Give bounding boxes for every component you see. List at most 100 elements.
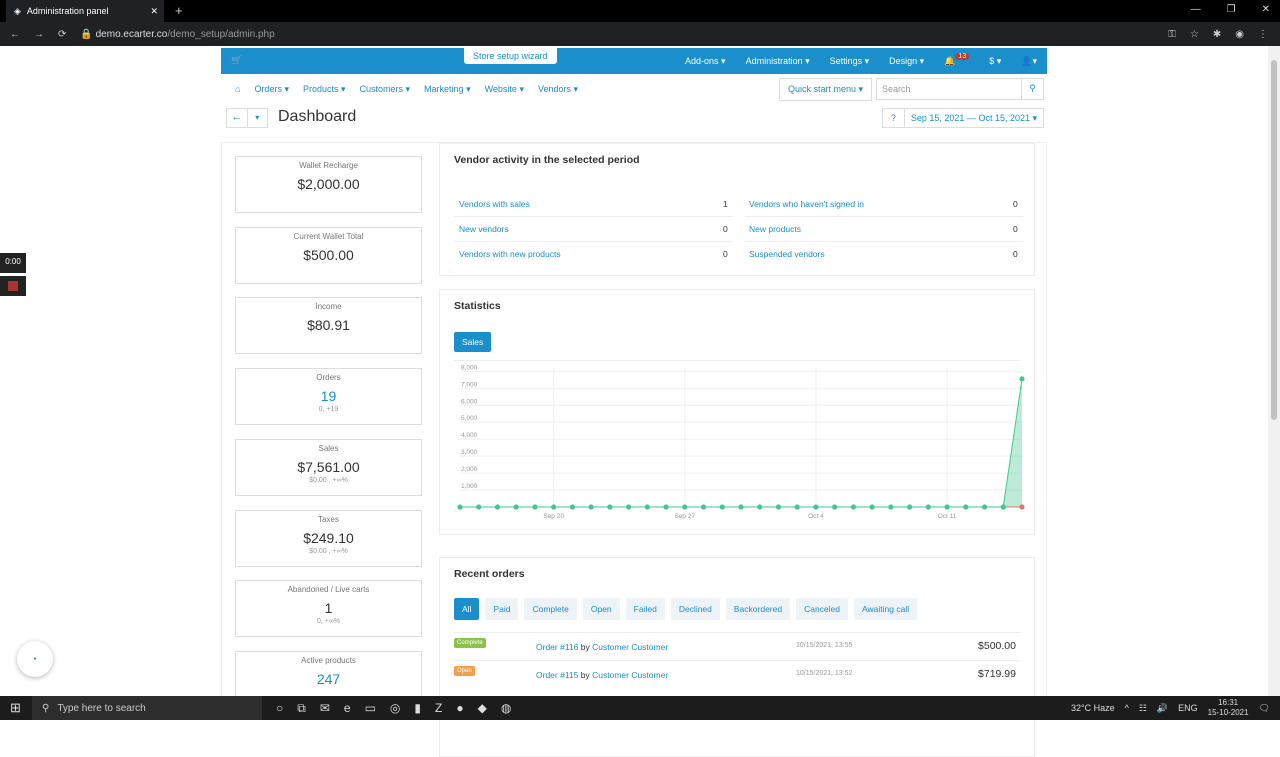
stat-value: 1 [324, 600, 333, 617]
order-filter-tab[interactable]: Canceled [796, 598, 849, 620]
order-filter-tab[interactable]: Paid [485, 598, 519, 620]
currency-menu[interactable]: $ ▾ [989, 56, 1002, 66]
notifications-button[interactable]: 🔔 13 [944, 53, 970, 67]
order-filter-tab[interactable]: All [454, 598, 480, 620]
menu-website[interactable]: Website ▾ [484, 83, 524, 94]
back-icon[interactable]: ← [10, 28, 20, 40]
vscode-icon[interactable]: ◆ [477, 700, 487, 715]
stat-sub: 0, +∞% [316, 618, 341, 626]
menu-design[interactable]: Design ▾ [889, 56, 925, 66]
bell-icon: 🔔 [944, 56, 956, 66]
minimize-button[interactable]: — [1190, 4, 1201, 15]
vendor-stat-value: 0 [1013, 249, 1018, 259]
sales-tab[interactable]: Sales [454, 332, 492, 352]
menu-vendors[interactable]: Vendors ▾ [537, 83, 579, 94]
forward-icon[interactable]: → [34, 28, 44, 40]
clock[interactable]: 16:31 15-10-2021 [1207, 698, 1249, 717]
stat-value: $249.10 [303, 529, 354, 546]
cortana-icon[interactable]: ○ [276, 700, 284, 715]
tray-chevron-icon[interactable]: ^ [1124, 703, 1129, 713]
address-bar: ← → ⟳ 🔒 demo.ecarter.co/demo_setup/admin.p… [0, 22, 1280, 46]
menu-products[interactable]: Products ▾ [302, 83, 346, 94]
file-explorer-icon[interactable]: ▭ [364, 700, 376, 715]
date-range-picker[interactable]: ? Sep 15, 2021 — Oct 15, 2021 ▾ [881, 108, 1044, 128]
close-tab-icon[interactable]: ✕ [150, 5, 158, 16]
weather[interactable]: 32°C Haze [1070, 703, 1115, 713]
recorder-stop-button[interactable] [0, 276, 26, 296]
menu-customers[interactable]: Customers ▾ [359, 83, 411, 94]
cart-icon[interactable]: 🛒 [231, 55, 243, 65]
key-icon[interactable]: ⚿ [1168, 28, 1176, 40]
customer-link[interactable]: Customer Customer [592, 642, 669, 652]
windows-start-icon[interactable]: ⊞ [10, 700, 21, 715]
order-date: 10/15/2021, 13:55 [796, 642, 853, 649]
order-filter-tab[interactable]: Backordered [725, 598, 791, 620]
order-link[interactable]: Order #116 [536, 642, 579, 652]
language-indicator[interactable]: ENG [1178, 703, 1198, 713]
edge-icon[interactable]: e [343, 700, 351, 715]
user-menu[interactable]: 👤▾ [1021, 56, 1037, 66]
data-point [569, 504, 575, 510]
reload-icon[interactable]: ⟳ [58, 28, 67, 40]
star-icon[interactable]: ☆ [1189, 28, 1199, 40]
browser-tab[interactable]: ◈ Administration panel ✕ [6, 0, 164, 22]
stat-value: $2,000.00 [297, 176, 360, 192]
postman-icon[interactable]: ● [456, 700, 464, 715]
quick-start-menu[interactable]: Quick start menu ▾ [778, 78, 872, 101]
taskbar-search[interactable]: ⚲ Type here to search [32, 696, 262, 720]
chrome-icon[interactable]: ◎ [389, 700, 401, 715]
home-icon[interactable]: ⌂ [235, 84, 241, 94]
menu-addons[interactable]: Add-ons ▾ [685, 56, 726, 66]
menu-administration[interactable]: Administration ▾ [745, 56, 810, 66]
order-amount: $719.99 [978, 668, 1016, 680]
url-field[interactable]: 🔒 demo.ecarter.co/demo_setup/admin.php [80, 28, 275, 40]
extensions-icon[interactable]: ✱ [1212, 28, 1222, 40]
firefox-icon[interactable]: ◍ [500, 700, 512, 715]
order-link[interactable]: Order #115 [536, 670, 579, 680]
task-view-icon[interactable]: ⧉ [297, 700, 306, 715]
stat-value[interactable]: 19 [320, 388, 337, 405]
page-scrollbar[interactable] [1268, 46, 1280, 696]
order-filter-tab[interactable]: Complete [524, 598, 577, 620]
vendor-stat-link[interactable]: New vendors [459, 224, 509, 234]
notifications-icon[interactable]: 🗨 [1258, 702, 1270, 713]
vendor-stat-link[interactable]: Vendors with sales [459, 199, 530, 209]
order-filter-tab[interactable]: Declined [670, 598, 720, 620]
app-icon[interactable]: ▮ [414, 700, 422, 715]
order-filter-tab[interactable]: Open [582, 598, 620, 620]
y-tick-label: 6,000 [461, 398, 478, 405]
help-icon[interactable]: ? [883, 109, 905, 127]
vendor-stat-link[interactable]: Vendors who haven't signed in [749, 199, 865, 209]
menu-settings[interactable]: Settings ▾ [829, 56, 870, 66]
mail-icon[interactable]: ✉ [319, 700, 330, 715]
stat-label: Income [315, 302, 342, 312]
filezilla-icon[interactable]: Z [435, 700, 443, 715]
back-button[interactable]: ← [231, 111, 243, 123]
data-point [494, 504, 501, 510]
chat-widget-button[interactable]: ● [17, 641, 53, 677]
vendor-stat-link[interactable]: New products [749, 224, 801, 234]
close-window-button[interactable]: ✕ [1261, 4, 1270, 15]
favicon-icon: ◈ [14, 5, 21, 16]
data-point [832, 504, 838, 510]
search-input[interactable]: Search ⚲ [876, 78, 1044, 100]
data-point [644, 504, 650, 510]
profile-icon[interactable]: ◉ [1235, 28, 1244, 40]
new-tab-button[interactable]: + [175, 3, 183, 18]
notification-count: 13 [955, 53, 970, 60]
customer-link[interactable]: Customer Customer [592, 670, 669, 680]
menu-orders[interactable]: Orders ▾ [254, 83, 289, 94]
volume-icon[interactable]: 🔊 [1156, 702, 1169, 713]
menu-icon[interactable]: ⋮ [1258, 28, 1268, 40]
vendor-stat-link[interactable]: Suspended vendors [749, 249, 825, 259]
order-filter-tab[interactable]: Failed [625, 598, 665, 620]
network-icon[interactable]: ☷ [1138, 702, 1147, 713]
search-icon[interactable]: ⚲ [1021, 79, 1043, 99]
stat-value[interactable]: 247 [316, 670, 341, 687]
vendor-stat-link[interactable]: Vendors with new products [459, 249, 561, 259]
order-filter-tab[interactable]: Awaiting call [854, 598, 918, 620]
back-dropdown[interactable]: ▾ [246, 109, 268, 127]
store-setup-wizard-button[interactable]: Store setup wizard [464, 48, 557, 64]
menu-marketing[interactable]: Marketing ▾ [424, 83, 471, 94]
restore-button[interactable]: ❐ [1226, 4, 1236, 15]
